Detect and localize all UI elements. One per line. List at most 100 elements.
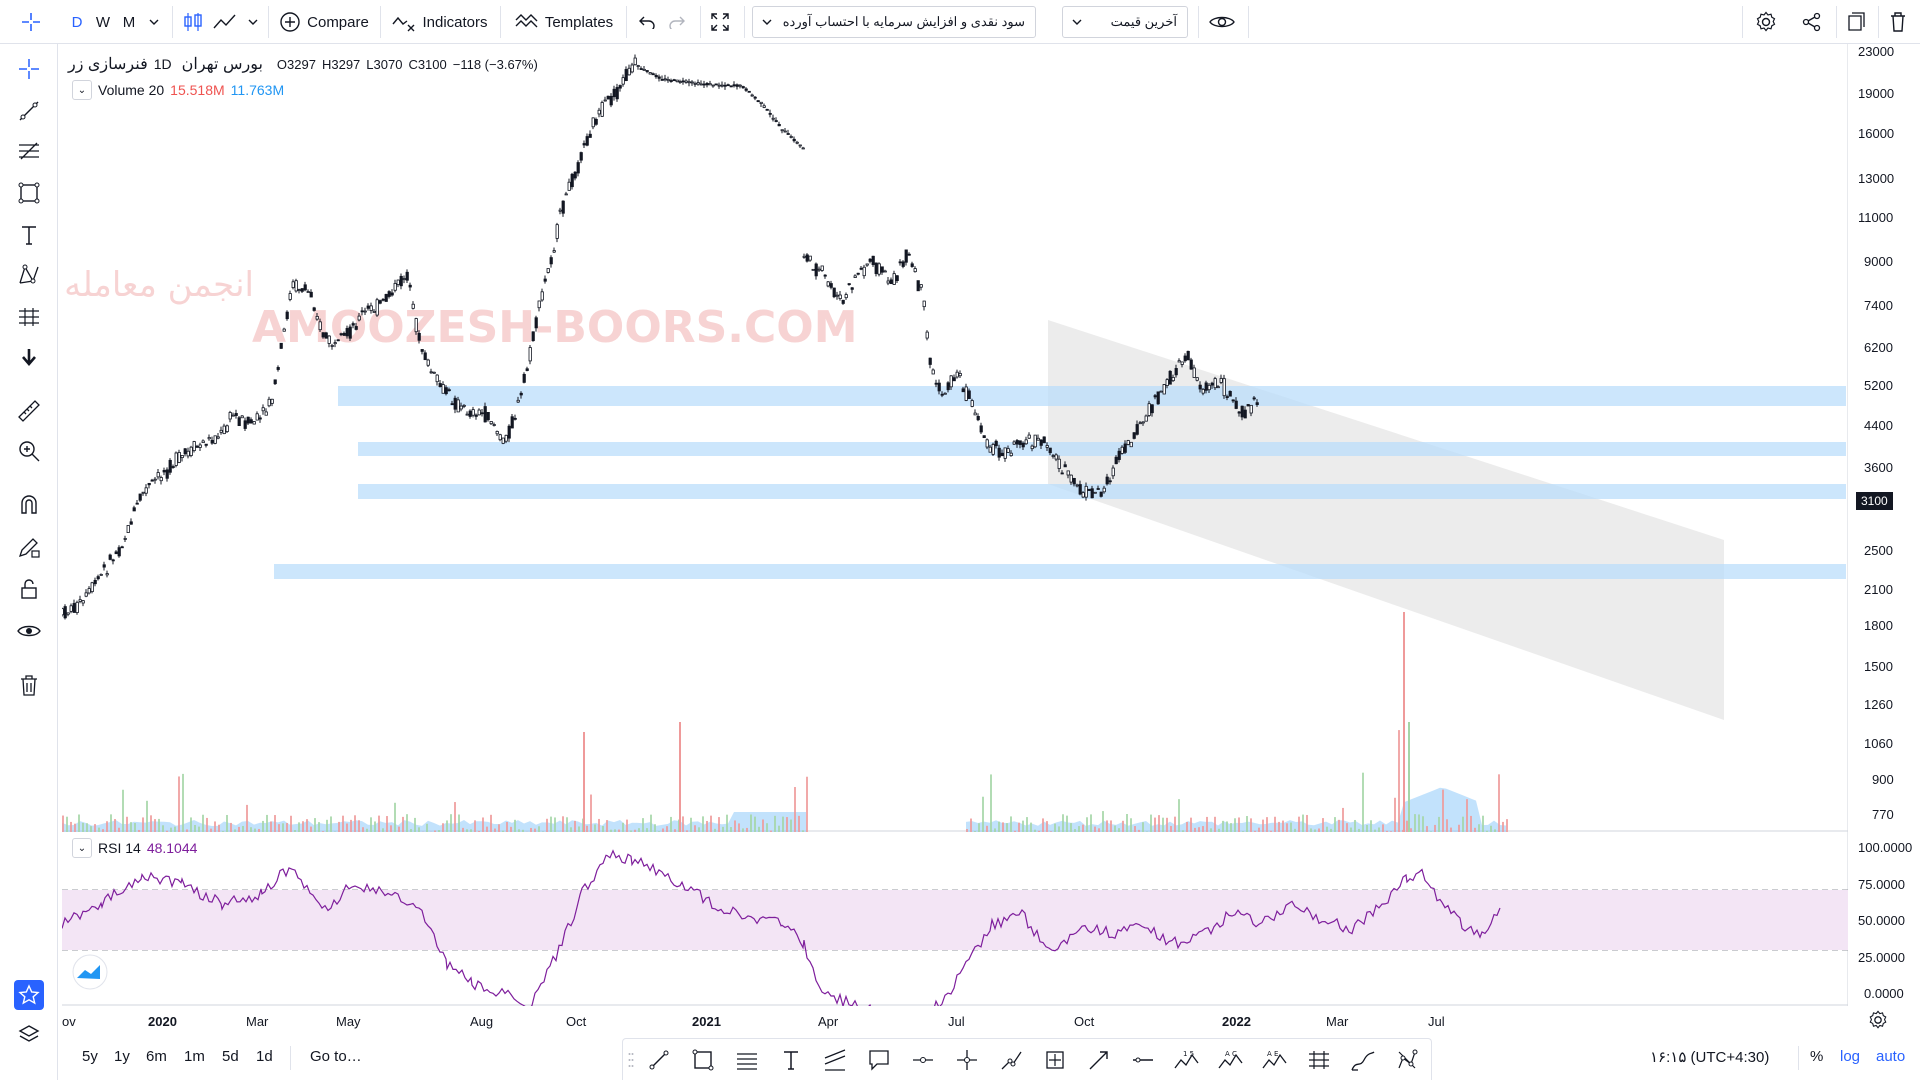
callout-icon[interactable] [865, 1047, 893, 1073]
visibility-eye-icon[interactable] [14, 616, 44, 646]
drag-handle-icon[interactable] [625, 1047, 637, 1073]
ace-pattern-icon[interactable]: A E [1261, 1047, 1289, 1073]
indicators-button[interactable]: Indicators [386, 6, 494, 38]
trash-icon[interactable] [1882, 6, 1914, 38]
zone-3900[interactable] [358, 442, 1846, 456]
settings-gear-icon[interactable] [1750, 6, 1782, 38]
chart-canvas[interactable]: انجمن معامله گران بورس تهران AMOOZESH-BO… [62, 44, 1848, 1006]
horizontal-ray-icon[interactable] [909, 1047, 937, 1073]
interval-month-button[interactable]: M [122, 13, 136, 31]
elliott-wave-icon[interactable]: 1 5 [1173, 1047, 1201, 1073]
zone-2300[interactable] [274, 564, 1846, 579]
ruler-icon[interactable] [14, 396, 44, 426]
cross-line-icon[interactable] [953, 1047, 981, 1073]
log-scale-button[interactable]: log [1840, 1048, 1861, 1065]
trend-line-icon[interactable] [645, 1047, 673, 1073]
arrow-tool-icon[interactable] [1085, 1047, 1113, 1073]
chart-type-chevron-icon[interactable] [244, 6, 262, 38]
zone-3200[interactable] [358, 484, 1846, 499]
date-price-range-icon[interactable] [1305, 1047, 1333, 1073]
interval-dropdown-chevron-icon[interactable] [144, 6, 164, 38]
price-candles [62, 54, 1259, 620]
price-tick: 16000 [1858, 126, 1895, 141]
axis-settings-gear-icon[interactable] [1868, 1010, 1888, 1033]
time-tick: Apr [818, 1014, 839, 1029]
eye-icon[interactable] [1204, 6, 1240, 38]
price-tick: 9000 [1864, 254, 1893, 269]
range-6m-button[interactable]: 6m [146, 1048, 167, 1065]
unlock-icon[interactable] [14, 574, 44, 604]
rsi-tick: 75.0000 [1858, 877, 1905, 892]
compare-label: Compare [307, 13, 369, 31]
range-1d-button[interactable]: 1d [256, 1048, 273, 1065]
layers-icon[interactable] [14, 1020, 44, 1050]
collapse-chevron-icon[interactable]: ⌄ [72, 80, 92, 100]
fullscreen-icon[interactable] [704, 6, 736, 38]
favorites-star-icon[interactable] [14, 980, 44, 1010]
ohlc-close: C3100 [408, 56, 447, 72]
path-tool-icon[interactable] [1393, 1047, 1421, 1073]
toolbar-divider [1878, 6, 1879, 38]
tradingview-logo-icon[interactable] [72, 954, 108, 990]
chart-area[interactable]: انجمن معامله گران بورس تهران AMOOZESH-BO… [62, 44, 1848, 1006]
text-tool-icon[interactable] [777, 1047, 805, 1073]
parallel-channel-icon[interactable] [821, 1047, 849, 1073]
time-tick: Jul [1428, 1014, 1445, 1029]
toolbar-divider [1248, 6, 1249, 38]
abc-pattern-icon[interactable]: A C [1217, 1047, 1245, 1073]
zone-5200[interactable] [338, 386, 1846, 406]
snapshot-icon[interactable] [1840, 6, 1872, 38]
price-tick: 770 [1872, 807, 1894, 822]
symbol-legend: فنرسازی زر 1D بورس تهران O3297 H3297 L30… [68, 54, 538, 74]
rectangle-tool-icon[interactable] [14, 178, 44, 208]
brush-icon[interactable] [1349, 1047, 1377, 1073]
candles-chart-type-icon[interactable] [178, 6, 208, 38]
symbol-exchange: بورس تهران [181, 56, 263, 73]
horizontal-line-icon[interactable] [1129, 1047, 1157, 1073]
price-tick: 2100 [1864, 582, 1893, 597]
ohlc-low: L3070 [366, 56, 403, 72]
pattern-tool-icon[interactable] [14, 260, 44, 290]
trend-line-icon[interactable] [14, 96, 44, 126]
remove-drawings-trash-icon[interactable] [14, 670, 44, 700]
price-channel[interactable] [1048, 320, 1724, 720]
toolbar-divider [1798, 1046, 1799, 1070]
interval-day-button[interactable]: D [71, 13, 83, 31]
share-icon[interactable] [1796, 6, 1828, 38]
prediction-tool-icon[interactable] [14, 302, 44, 332]
collapse-chevron-icon[interactable]: ⌄ [72, 838, 92, 858]
auto-scale-button[interactable]: auto [1876, 1048, 1906, 1065]
zoom-icon[interactable] [14, 436, 44, 466]
time-tick: 2020 [148, 1014, 177, 1029]
price-tick: 23000 [1858, 44, 1895, 59]
compare-button[interactable]: Compare [274, 6, 374, 38]
volume-value-2: 11.763M [230, 82, 285, 98]
interval-week-button[interactable]: W [95, 13, 111, 31]
measure-icon[interactable] [1041, 1047, 1069, 1073]
magnet-icon[interactable] [14, 490, 44, 520]
symbol-name[interactable]: فنرسازی زر [68, 56, 148, 73]
add-symbol-crosshair-icon[interactable] [18, 6, 44, 38]
ray-icon[interactable] [997, 1047, 1025, 1073]
template-dropdown[interactable]: سود نقدی و افزایش سرمایه با احتساب آورده [752, 6, 1036, 38]
range-1m-button[interactable]: 1m [184, 1048, 205, 1065]
timezone-clock[interactable]: ۱۶:۱۵ (UTC+4:30) [1650, 1049, 1770, 1066]
redo-icon[interactable] [662, 6, 692, 38]
undo-icon[interactable] [632, 6, 662, 38]
crosshair-icon[interactable] [14, 54, 44, 84]
lock-drawing-pencil-icon[interactable] [14, 532, 44, 562]
rectangle-tool-icon[interactable] [689, 1047, 717, 1073]
line-chart-type-icon[interactable] [210, 6, 240, 38]
fib-tool-icon[interactable] [14, 136, 44, 166]
text-tool-icon[interactable] [14, 220, 44, 250]
range-1y-button[interactable]: 1y [114, 1048, 130, 1065]
fib-retracement-icon[interactable] [733, 1047, 761, 1073]
indicators-label: Indicators [422, 13, 488, 31]
percent-scale-button[interactable]: % [1810, 1048, 1824, 1065]
arrow-down-icon[interactable] [14, 342, 44, 372]
range-5d-button[interactable]: 5d [222, 1048, 239, 1065]
goto-button[interactable]: Go to… [310, 1048, 362, 1065]
price-source-dropdown[interactable]: آخرین قیمت [1062, 6, 1188, 38]
range-5y-button[interactable]: 5y [82, 1048, 98, 1065]
templates-button[interactable]: Templates [508, 6, 620, 38]
